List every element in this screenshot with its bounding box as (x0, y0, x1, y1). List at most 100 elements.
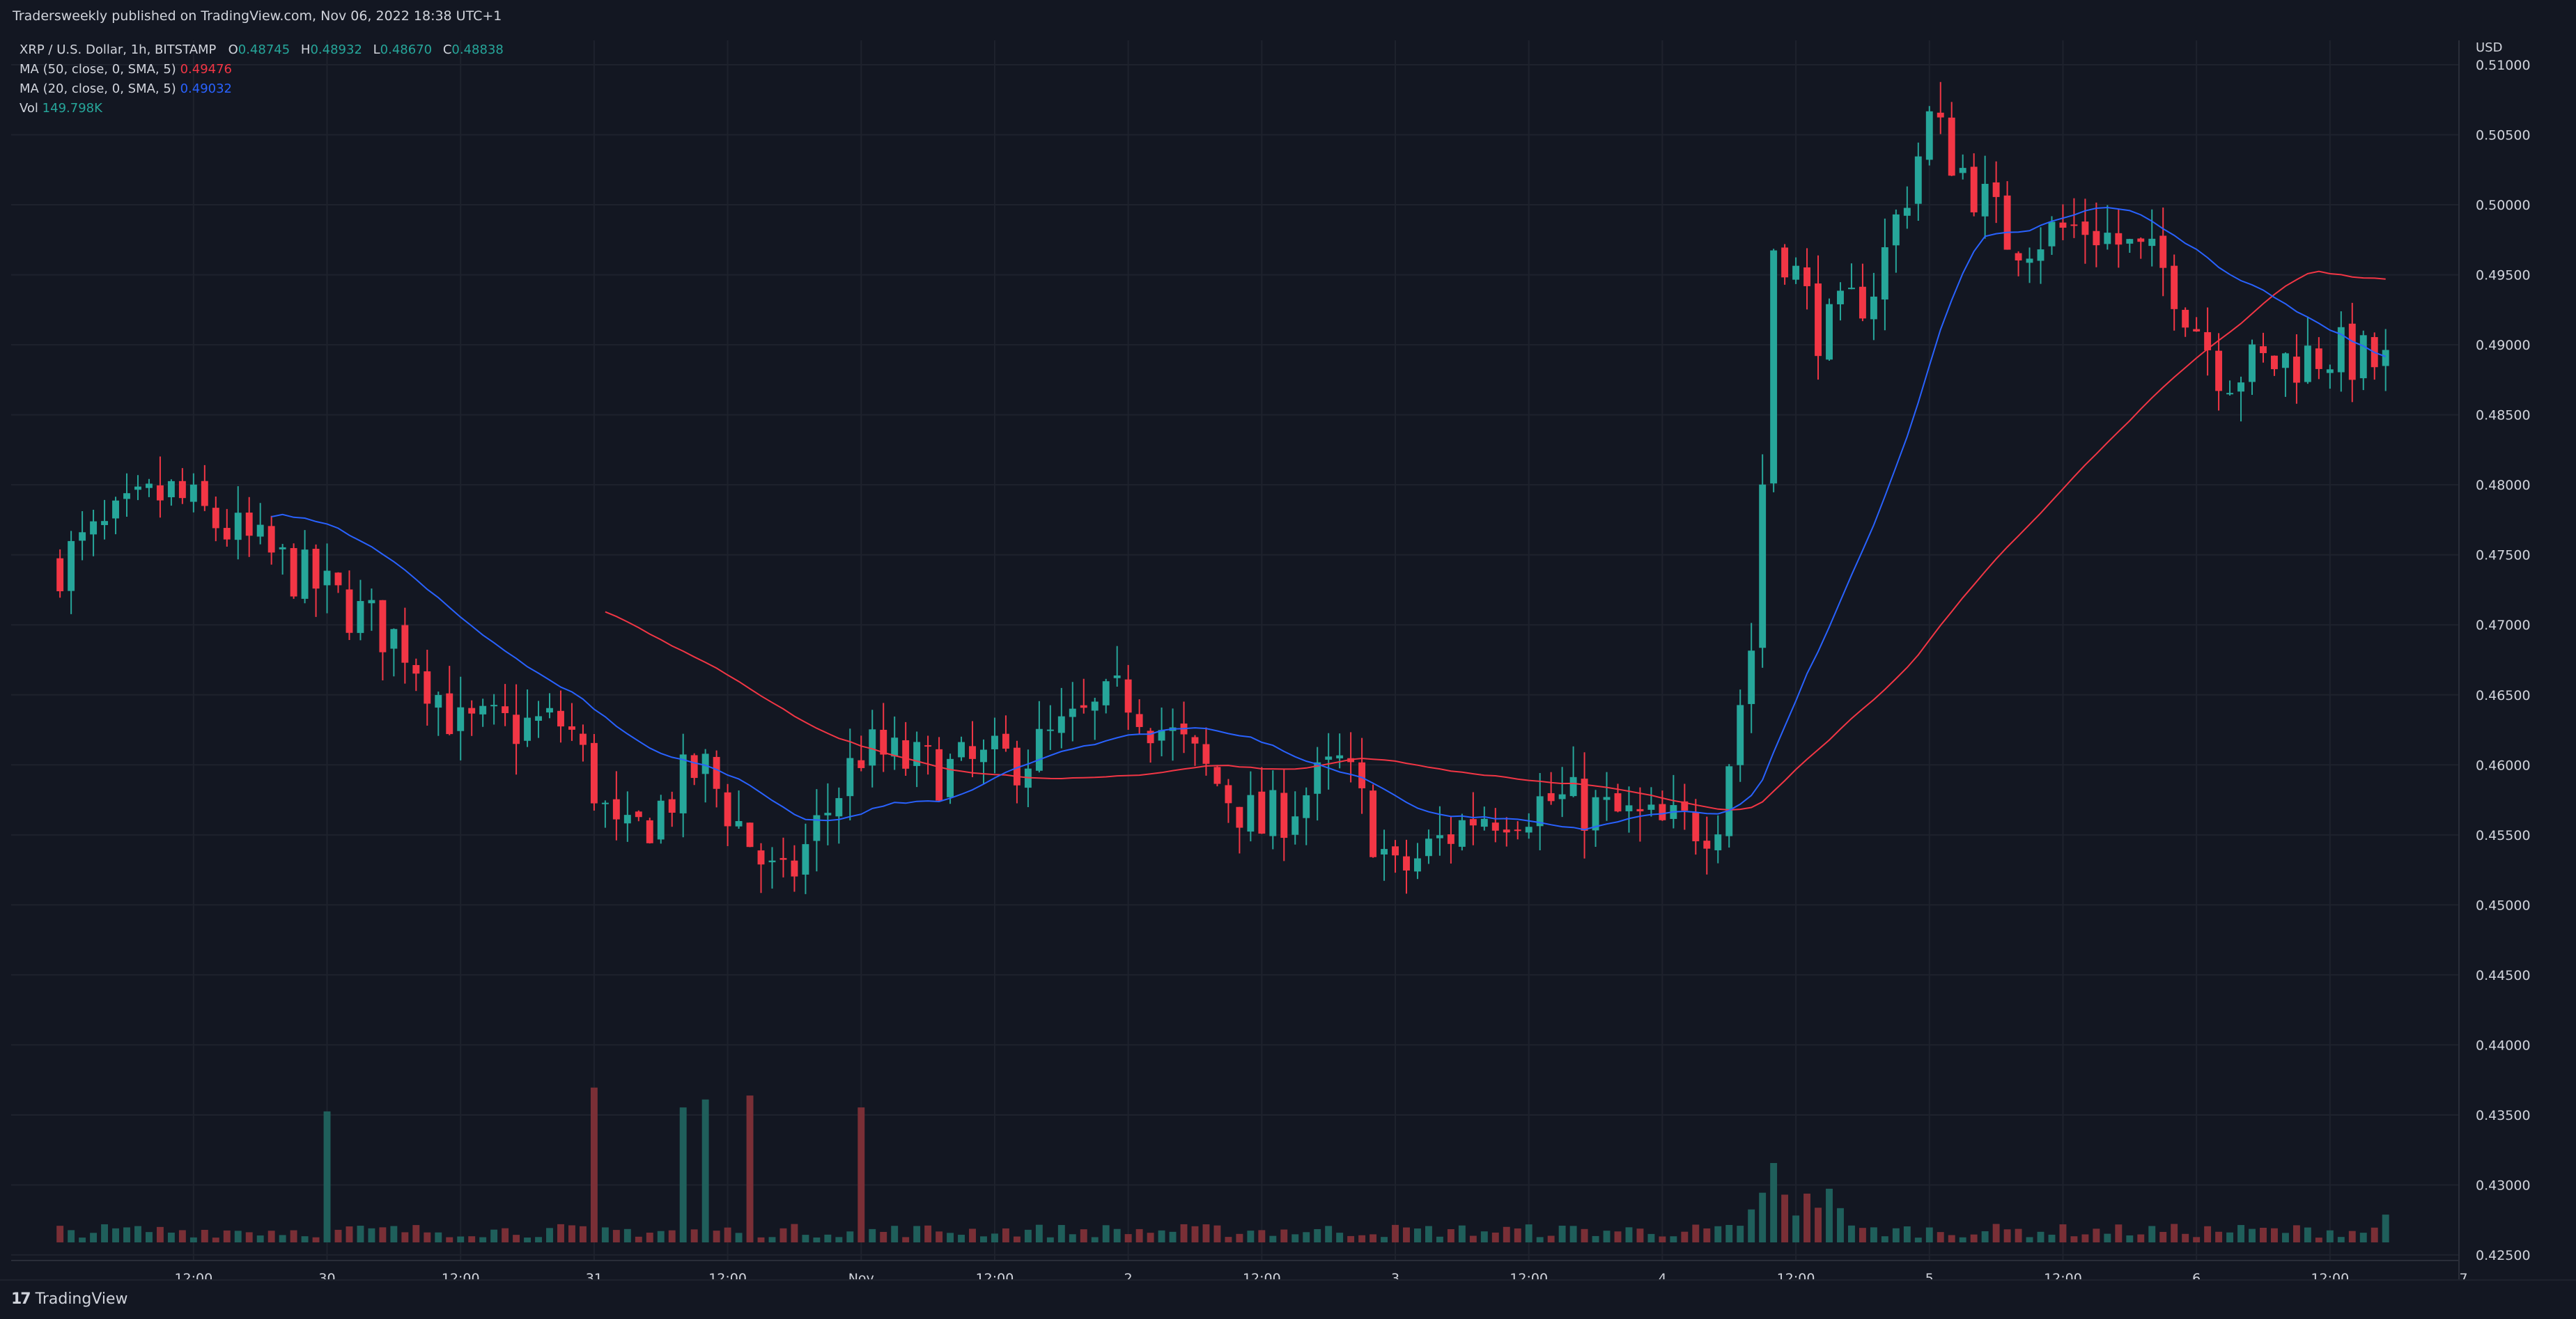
volume-bar (2337, 1237, 2345, 1242)
legend-ma50-row[interactable]: MA (50, close, 0, SMA, 5) 0.49476 (20, 60, 511, 79)
volume-bar (1659, 1236, 1666, 1242)
candle-body (1392, 846, 1399, 856)
candle (490, 694, 498, 725)
candle-body (68, 540, 75, 591)
volume-bar (390, 1226, 398, 1242)
volume-bar (623, 1228, 631, 1242)
candle-body (334, 572, 342, 586)
candle (1614, 783, 1622, 813)
attribution-text: Tradersweekly published on TradingView.c… (13, 8, 502, 24)
volume-bar (1725, 1224, 1733, 1242)
legend-ma20-row[interactable]: MA (20, close, 0, SMA, 5) 0.49032 (20, 79, 511, 99)
candle-body (1925, 111, 1933, 160)
price-tick-label: 0.50000 (2476, 198, 2531, 213)
candle-body (557, 710, 564, 727)
volume-bar (1124, 1234, 1132, 1242)
candle-body (1480, 818, 1488, 827)
candle (2326, 364, 2334, 389)
candle-body (2037, 249, 2044, 261)
candle-body (1225, 785, 1232, 804)
ohlc-open-key: O (228, 42, 238, 57)
candle-body (1614, 793, 1622, 812)
volume-bar (2371, 1227, 2378, 1242)
candle (2304, 316, 2311, 384)
candle (1069, 682, 1076, 742)
candle (1381, 829, 1388, 881)
volume-bar (635, 1236, 642, 1242)
candle (991, 717, 998, 774)
candle (1703, 816, 1711, 875)
candle-body (346, 589, 353, 633)
price-tick-label: 0.47500 (2476, 548, 2531, 563)
candle (212, 497, 219, 542)
candle (1057, 687, 1065, 749)
candle-body (1903, 208, 1911, 216)
candle (2026, 247, 2033, 283)
candle-body (635, 811, 642, 818)
volume-bar (56, 1226, 64, 1242)
candle-body (1458, 820, 1466, 847)
candle (1425, 829, 1432, 864)
candle-body (1291, 816, 1299, 835)
candle (1925, 106, 1933, 166)
volume-bar (79, 1238, 86, 1242)
candle-body (145, 483, 153, 488)
candle-body (1213, 767, 1221, 784)
candle (1514, 821, 1521, 840)
candle-body (245, 513, 253, 536)
volume-bar (1670, 1236, 1677, 1242)
candle (145, 478, 153, 497)
volume-bar (1803, 1193, 1811, 1242)
candle-body (479, 705, 487, 715)
volume-bar (668, 1230, 676, 1242)
volume-bar (1458, 1225, 1466, 1242)
candle (79, 510, 86, 561)
volume-bar (1547, 1235, 1555, 1242)
candle-body (1336, 755, 1344, 758)
volume-bar (1514, 1228, 1521, 1242)
candle (535, 701, 542, 738)
candle (1013, 740, 1021, 804)
candle (2137, 237, 2145, 259)
brand-name: TradingView (35, 1290, 128, 1308)
volume-bar (690, 1229, 698, 1242)
candle-body (2193, 329, 2201, 331)
volume-bar (1536, 1237, 1544, 1242)
candle (2260, 332, 2267, 363)
candle (2371, 332, 2378, 380)
candle-body (1603, 797, 1611, 800)
volume-bar (546, 1228, 553, 1242)
volume-bar (646, 1233, 653, 1242)
candle (546, 693, 553, 719)
volume-bar (1681, 1231, 1689, 1242)
volume-bar (490, 1229, 498, 1242)
candle (1659, 790, 1666, 821)
volume-bar (2059, 1224, 2067, 1242)
candle (424, 649, 431, 726)
candle-body (2126, 239, 2134, 244)
volume-bar (1414, 1228, 1421, 1242)
volume-bar (1959, 1237, 1966, 1242)
symbol-label[interactable]: XRP / U.S. Dollar, 1h, BITSTAMP (20, 42, 217, 57)
vol-label: Vol (20, 101, 38, 116)
volume-bar (579, 1226, 587, 1242)
candle (590, 734, 598, 811)
legend-vol-row[interactable]: Vol 149.798K (20, 99, 511, 118)
candle (1859, 263, 1866, 322)
candle (1236, 806, 1243, 854)
volume-bar (245, 1232, 253, 1242)
top-bar: Tradersweekly published on TradingView.c… (0, 0, 2576, 40)
volume-bar (1703, 1228, 1711, 1242)
volume-bar (735, 1233, 743, 1242)
volume-bar (846, 1231, 854, 1242)
volume-bar (1480, 1231, 1488, 1242)
volume-bar (1992, 1224, 2000, 1242)
volume-bar (2359, 1233, 2367, 1242)
candle (1725, 764, 1733, 848)
candle-body (1370, 790, 1377, 857)
volume-bar (502, 1228, 509, 1242)
brand[interactable]: 17 TradingView (11, 1290, 128, 1308)
volume-bar (1392, 1224, 1399, 1242)
volume-bar (1447, 1228, 1454, 1242)
